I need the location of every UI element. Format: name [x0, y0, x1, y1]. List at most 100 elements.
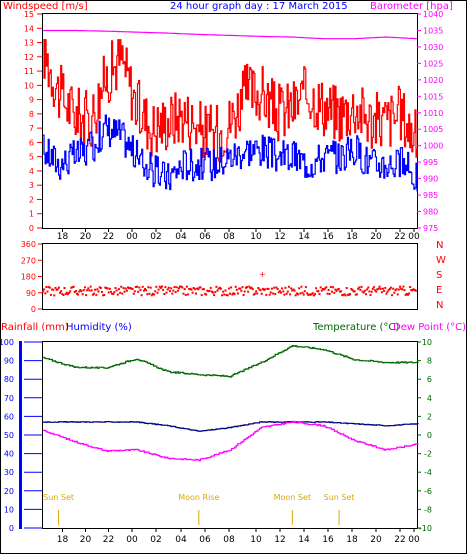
direction-point — [309, 293, 312, 296]
direction-point — [382, 287, 384, 290]
direction-point — [97, 290, 100, 293]
direction-point — [165, 291, 168, 294]
direction-point — [255, 290, 258, 293]
direction-point — [404, 293, 407, 296]
direction-point — [377, 287, 380, 290]
humidity-tick: 50 — [4, 431, 14, 440]
direction-point — [178, 287, 180, 290]
time-tick: 14 — [298, 535, 310, 545]
direction-point — [68, 291, 71, 294]
direction-point — [355, 293, 358, 296]
direction-point — [89, 285, 92, 288]
direction-point — [95, 293, 98, 296]
direction-point — [129, 286, 132, 289]
direction-point — [312, 294, 315, 297]
direction-point — [179, 285, 182, 288]
direction-point — [168, 290, 171, 293]
barometer-tick-labels: 975 980 985 990 995 1000 1005 1010 1015 1020 1025 1… — [417, 10, 443, 233]
direction-point — [265, 293, 268, 296]
temperature-tick: 4 — [427, 394, 432, 403]
direction-point — [269, 291, 272, 294]
time-tick: 12 — [274, 535, 285, 545]
time-tick: 10 — [250, 535, 262, 545]
direction-point — [306, 292, 309, 295]
direction-point — [290, 287, 293, 290]
direction-point — [80, 290, 83, 293]
direction-point — [65, 291, 68, 294]
direction-point — [59, 291, 61, 294]
time-tick: 06 — [199, 535, 211, 545]
temp-series — [43, 345, 419, 462]
direction-point — [241, 286, 244, 289]
direction-point — [268, 293, 271, 296]
direction-point — [119, 291, 122, 294]
direction-point — [246, 286, 248, 289]
barometer-tick: 1030 — [423, 43, 443, 52]
direction-point — [281, 287, 284, 290]
windspeed-tick: 7 — [29, 124, 34, 133]
direction-point — [191, 291, 194, 294]
direction-point — [172, 289, 175, 292]
compass-label: N — [436, 240, 443, 251]
direction-point — [397, 288, 400, 291]
direction-point — [82, 289, 85, 292]
direction-point — [212, 291, 214, 294]
time-tick: 00 — [408, 535, 420, 545]
direction-point — [362, 291, 365, 294]
direction-point — [60, 290, 63, 293]
barometer-tick: 1005 — [423, 125, 443, 134]
direction-point — [345, 287, 348, 289]
humidity-line — [43, 421, 419, 432]
direction-point — [154, 290, 157, 293]
direction-point — [304, 286, 307, 289]
direction-point — [221, 294, 224, 297]
windspeed-tick: 4 — [29, 167, 34, 176]
direction-point — [93, 292, 95, 295]
astronomy-annotations: Sun Set Moon Rise Moon Set Sun Set — [43, 493, 355, 525]
direction-point — [74, 290, 77, 292]
direction-outlier: + — [259, 270, 266, 279]
direction-point — [91, 293, 94, 296]
direction-point — [232, 292, 235, 295]
direction-point — [383, 290, 386, 292]
direction-point — [215, 285, 218, 288]
barometer-axis-title: Barometer [hpa] — [370, 1, 453, 12]
rainfall-axis-title: Rainfall (mm) — [1, 322, 69, 333]
direction-point — [204, 292, 207, 295]
direction-point — [403, 289, 406, 292]
time-tick: 00 — [408, 232, 420, 242]
direction-point — [61, 292, 64, 295]
direction-point — [207, 290, 210, 293]
barometer-tick: 1025 — [423, 59, 443, 68]
direction-point — [48, 286, 51, 289]
dew-point-line — [43, 420, 419, 462]
windspeed-axis-title: Windspeed [m/s] — [3, 1, 88, 12]
direction-point — [117, 288, 120, 291]
humidity-tick: 30 — [4, 468, 14, 477]
direction-point — [399, 285, 401, 288]
direction-point — [323, 288, 326, 291]
time-tick: 08 — [223, 535, 235, 545]
direction-point — [105, 287, 108, 289]
humidity-tick: 60 — [4, 412, 14, 421]
direction-point — [198, 286, 201, 289]
windspeed-tick: 13 — [24, 39, 34, 48]
direction-point — [286, 290, 289, 293]
direction-point — [325, 286, 328, 289]
direction-point — [349, 293, 352, 296]
direction-point — [229, 292, 231, 295]
direction-point — [342, 293, 345, 296]
temperature-tick: -2 — [424, 450, 432, 459]
direction-point — [408, 292, 411, 295]
humidity-tick: 100 — [0, 338, 14, 347]
barometer-tick: 990 — [423, 175, 438, 184]
direction-point — [370, 290, 373, 293]
direction-point — [240, 289, 243, 292]
direction-point — [173, 286, 176, 288]
direction-point — [249, 287, 252, 290]
time-tick: 18 — [57, 535, 69, 545]
direction-point — [157, 288, 160, 291]
temperature-axis-title: Temperature (°C) — [312, 322, 399, 333]
